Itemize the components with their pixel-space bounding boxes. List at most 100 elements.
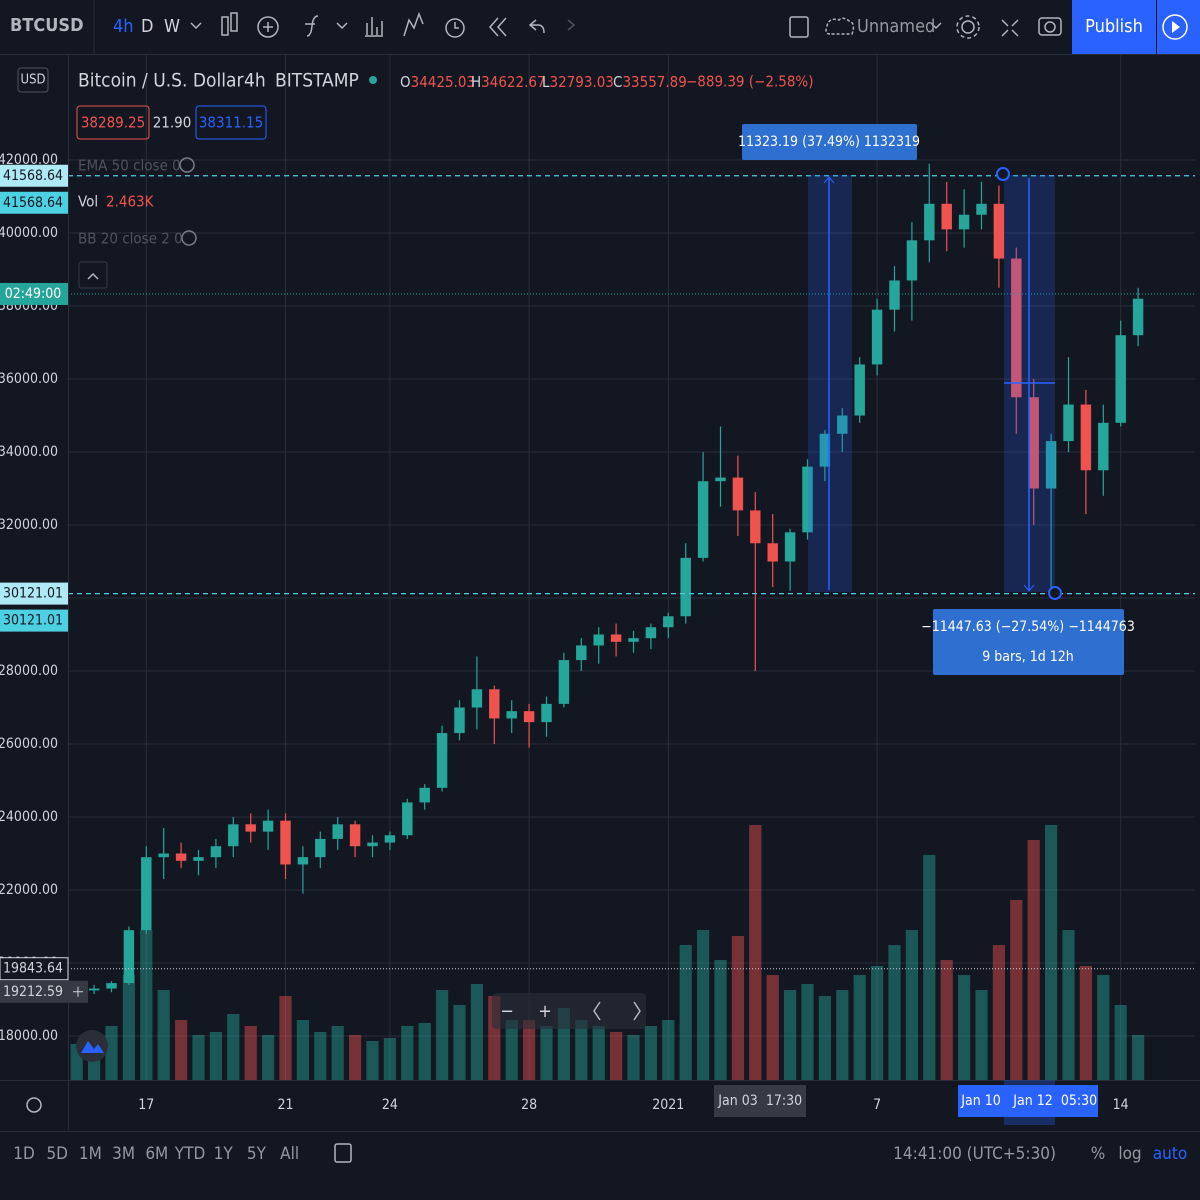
candle-body	[349, 824, 361, 847]
x-tick-label: 14	[1113, 1097, 1129, 1113]
volume-bar	[923, 855, 936, 1080]
y-tick-label: 42000.00	[0, 152, 58, 168]
volume-bar	[1079, 966, 1092, 1080]
dropdown-icon[interactable]	[190, 22, 202, 30]
measure-handle[interactable]	[1048, 586, 1062, 600]
candle-body	[88, 988, 100, 991]
currency[interactable]: USD	[21, 73, 46, 88]
volume-bar	[975, 990, 988, 1080]
candle-body	[1098, 422, 1109, 471]
crosshair-time-box	[714, 1085, 806, 1117]
settings-icon[interactable]	[26, 1097, 42, 1113]
percent-toggle[interactable]: %	[1091, 1144, 1106, 1164]
candle-body	[610, 634, 622, 642]
candle-body	[367, 842, 378, 847]
volume-bar	[714, 960, 727, 1080]
toolbar-icons[interactable]	[221, 11, 1062, 39]
hidden-icon[interactable]	[179, 157, 195, 173]
candle-body	[541, 703, 552, 723]
range-button[interactable]: 1M	[79, 1144, 102, 1164]
volume-bar	[401, 1026, 414, 1080]
scroll-buttons[interactable]	[593, 1001, 641, 1021]
play-icon[interactable]	[1162, 14, 1188, 40]
range-button[interactable]: 3M	[112, 1144, 135, 1164]
interval[interactable]: D	[141, 16, 153, 37]
zoom-in[interactable]: +	[538, 1001, 552, 1022]
range-time: 05:30	[1061, 1093, 1097, 1109]
vol-legend: Vol	[78, 193, 98, 211]
measure-handle[interactable]	[996, 167, 1010, 181]
range-button[interactable]: 6M	[145, 1144, 168, 1164]
candle-body	[871, 309, 883, 365]
publish-button[interactable]	[1072, 0, 1156, 54]
goto-date-icon[interactable]	[334, 1143, 352, 1163]
zoom-out[interactable]: −	[500, 1001, 514, 1022]
range-button[interactable]: 1Y	[214, 1144, 234, 1164]
x-tick-label: 21	[277, 1097, 293, 1113]
volume-bar	[697, 930, 710, 1080]
measure-arrow	[823, 176, 835, 184]
volume-bar	[105, 1026, 118, 1080]
bid[interactable]: 38289.25	[81, 114, 145, 132]
range-button[interactable]: 5D	[46, 1144, 68, 1164]
log-toggle[interactable]: log	[1118, 1144, 1141, 1164]
range-button[interactable]: 1D	[13, 1144, 35, 1164]
volume-bar	[610, 1032, 623, 1080]
layout-name[interactable]: Unnamed	[857, 16, 935, 37]
measure-label: −11447.63 (−27.54%) −1144763	[921, 619, 1135, 635]
exchange: BITSTAMP	[275, 70, 359, 92]
candle-body	[419, 787, 430, 803]
candle-body	[141, 857, 152, 931]
range-button[interactable]: YTD	[174, 1144, 205, 1164]
volume-bar	[192, 1035, 205, 1080]
candle-body	[1011, 258, 1022, 398]
candle-body	[436, 733, 448, 788]
ema-legend: EMA 50 close 0	[78, 157, 181, 175]
candle-body	[889, 280, 900, 310]
symbol[interactable]: BTCUSD	[10, 15, 84, 36]
volume-bar	[1027, 840, 1040, 1080]
volume-bar	[175, 1020, 188, 1080]
candle-body	[941, 203, 952, 230]
y-tick-label: 26000.00	[0, 736, 58, 752]
price-tag-label: 30121.01	[3, 613, 63, 629]
candle-body	[402, 802, 413, 836]
candle-body	[715, 477, 726, 482]
range-button[interactable]: 5Y	[247, 1144, 267, 1164]
volume-bar	[470, 984, 483, 1080]
candle-body	[854, 364, 865, 416]
y-tick-label: 40000.00	[0, 225, 58, 241]
ask[interactable]: 38311.15	[199, 114, 263, 132]
interval[interactable]: W	[164, 16, 180, 37]
bid-box[interactable]	[76, 105, 150, 140]
volume-bar	[731, 936, 744, 1080]
candle-body	[663, 616, 674, 628]
candle-body	[628, 638, 639, 642]
candle-body	[558, 660, 570, 704]
candle-body	[976, 203, 987, 215]
auto-toggle[interactable]: auto	[1153, 1144, 1187, 1164]
spread: 21.90	[153, 114, 192, 132]
currency-box[interactable]	[17, 67, 49, 93]
interval[interactable]: 4h	[113, 16, 134, 37]
volume-bar	[679, 945, 692, 1080]
tv-logo[interactable]	[76, 1030, 108, 1062]
candle-body	[767, 543, 778, 562]
candle-body	[454, 707, 465, 734]
candle-body	[280, 820, 291, 865]
add-icon[interactable]	[73, 986, 83, 997]
play-icon[interactable]	[1172, 21, 1180, 33]
volume-bar	[784, 990, 797, 1080]
collapse-icon[interactable]	[87, 272, 99, 280]
range-button[interactable]: All	[280, 1144, 299, 1164]
volume-bar	[540, 1026, 553, 1080]
tv-logo[interactable]	[81, 1041, 104, 1053]
ohlc-item: C33557.89	[613, 73, 687, 91]
volume-bar	[1097, 975, 1110, 1080]
y-tick-label: 22000.00	[0, 882, 58, 898]
hidden-icon[interactable]	[181, 230, 197, 246]
candle-body	[819, 433, 831, 467]
publish-label[interactable]: Publish	[1085, 16, 1143, 37]
ask-box[interactable]	[195, 105, 267, 140]
